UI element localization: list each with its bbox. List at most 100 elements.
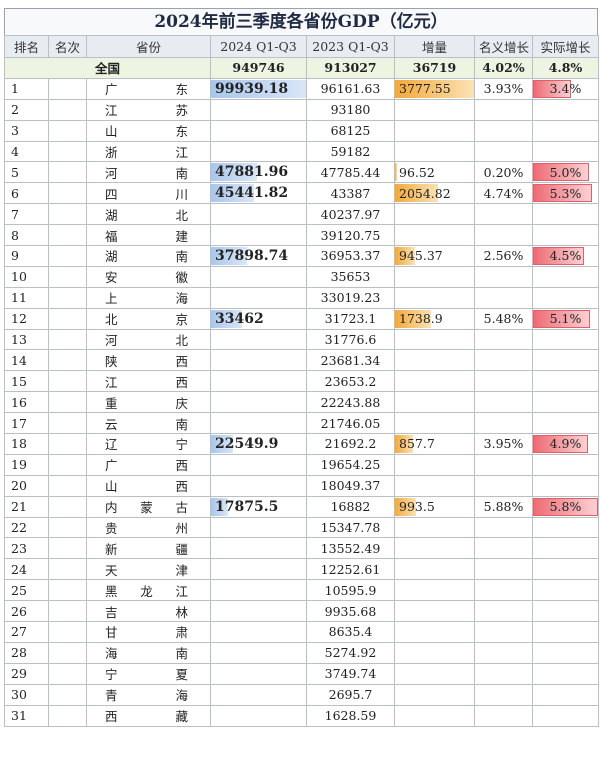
gdp-2024-cell bbox=[210, 474, 307, 497]
table-row: 20 山西 18049.37 bbox=[4, 474, 599, 497]
gdp-2024-cell bbox=[210, 516, 307, 539]
gdp-2024-cell-value: 37898.74 bbox=[215, 247, 289, 264]
nominal-growth-cell bbox=[474, 662, 533, 685]
rank-cell: 28 bbox=[4, 641, 49, 664]
table-row: 27 甘肃 8635.4 bbox=[4, 621, 599, 643]
real-growth-cell bbox=[532, 558, 599, 581]
mingci-cell bbox=[48, 433, 87, 455]
gdp-2024-cell: 17875.5 bbox=[210, 495, 307, 518]
real-growth-cell-bar bbox=[533, 435, 588, 453]
increase-cell bbox=[394, 704, 475, 727]
total-nominal: 4.02% bbox=[474, 57, 533, 79]
mingci-cell bbox=[48, 370, 87, 393]
sheet-title: 2024年前三季度各省份GDP（亿元） bbox=[4, 8, 598, 35]
province-cell: 山西 bbox=[86, 474, 211, 497]
table-row: 18 辽宁 22549.9 21692.2 857.7 3.95% 4.9% bbox=[4, 433, 599, 455]
nominal-growth-cell bbox=[474, 286, 533, 309]
rank-cell: 5 bbox=[4, 161, 49, 184]
gdp-2024-cell-value: 99939.18 bbox=[215, 80, 289, 97]
mingci-cell bbox=[48, 579, 87, 602]
mingci-cell bbox=[48, 349, 87, 372]
rank-cell: 1 bbox=[4, 77, 49, 100]
gdp-2024-cell: 99939.18 bbox=[210, 77, 307, 100]
header-gdp-2023: 2023 Q1-Q3 bbox=[306, 35, 395, 58]
rank-cell: 18 bbox=[4, 433, 49, 455]
province-cell: 新疆 bbox=[86, 537, 211, 560]
table-row: 8 福建 39120.75 bbox=[4, 224, 599, 247]
province-cell: 甘肃 bbox=[86, 621, 211, 643]
mingci-cell bbox=[48, 662, 87, 685]
increase-cell bbox=[394, 683, 475, 706]
mingci-cell bbox=[48, 265, 87, 288]
gdp-table: 排名 名次 省份 2024 Q1-Q3 2023 Q1-Q3 增量 名义增长 实… bbox=[4, 35, 599, 727]
rank-cell: 3 bbox=[4, 119, 49, 142]
gdp-2024-cell-bar bbox=[211, 309, 243, 328]
mingci-cell bbox=[48, 537, 87, 560]
increase-cell: 993.5 bbox=[394, 495, 475, 518]
header-nominal-growth: 名义增长 bbox=[474, 35, 533, 58]
mingci-cell bbox=[48, 161, 87, 184]
real-growth-cell: 5.0% bbox=[532, 161, 599, 184]
real-growth-cell bbox=[532, 98, 599, 121]
gdp-2024-cell-bar bbox=[211, 247, 248, 265]
header-increase: 增量 bbox=[394, 35, 475, 58]
rank-cell: 6 bbox=[4, 182, 49, 205]
real-growth-cell-value: 3.4% bbox=[549, 81, 582, 97]
gdp-2024-cell-bar bbox=[211, 497, 229, 516]
gdp-2024-cell: 47881.96 bbox=[210, 161, 307, 184]
mingci-cell bbox=[48, 704, 87, 727]
gdp-2024-cell: 37898.74 bbox=[210, 245, 307, 267]
gdp-2023-cell: 59182 bbox=[306, 140, 395, 163]
real-growth-cell bbox=[532, 328, 599, 351]
table-row: 15 江西 23653.2 bbox=[4, 370, 599, 393]
rank-cell: 8 bbox=[4, 224, 49, 247]
province-cell: 福建 bbox=[86, 224, 211, 247]
header-rank: 排名 bbox=[4, 35, 49, 58]
gdp-2023-cell: 10595.9 bbox=[306, 579, 395, 602]
rank-cell: 23 bbox=[4, 537, 49, 560]
rank-cell: 19 bbox=[4, 453, 49, 476]
gdp-2024-cell bbox=[210, 119, 307, 142]
province-cell: 广东 bbox=[86, 77, 211, 100]
nominal-growth-cell: 3.95% bbox=[474, 433, 533, 455]
mingci-cell bbox=[48, 245, 87, 267]
gdp-2023-cell: 43387 bbox=[306, 182, 395, 205]
gdp-2023-cell: 2695.7 bbox=[306, 683, 395, 706]
real-growth-cell bbox=[532, 453, 599, 476]
gdp-2024-cell bbox=[210, 224, 307, 247]
real-growth-cell bbox=[532, 641, 599, 664]
increase-cell: 945.37 bbox=[394, 245, 475, 267]
header-province: 省份 bbox=[86, 35, 211, 58]
rank-cell: 13 bbox=[4, 328, 49, 351]
rank-cell: 9 bbox=[4, 245, 49, 267]
header-mingci: 名次 bbox=[48, 35, 87, 58]
table-row: 3 山东 68125 bbox=[4, 119, 599, 142]
increase-cell-value: 993.5 bbox=[399, 499, 435, 515]
gdp-2023-cell: 96161.63 bbox=[306, 77, 395, 100]
nominal-growth-cell bbox=[474, 453, 533, 476]
real-growth-cell-value: 4.5% bbox=[549, 248, 582, 264]
gdp-2023-cell: 21746.05 bbox=[306, 412, 395, 435]
gdp-2023-cell: 31776.6 bbox=[306, 328, 395, 351]
gdp-2023-cell: 5274.92 bbox=[306, 641, 395, 664]
real-growth-cell bbox=[532, 579, 599, 602]
rank-cell: 20 bbox=[4, 474, 49, 497]
real-growth-cell-bar bbox=[533, 309, 591, 328]
gdp-2024-cell-bar bbox=[211, 79, 306, 98]
mingci-cell bbox=[48, 140, 87, 163]
increase-cell: 2054.82 bbox=[394, 182, 475, 205]
nominal-growth-cell bbox=[474, 119, 533, 142]
gdp-2024-cell-bar bbox=[211, 184, 254, 203]
real-growth-cell bbox=[532, 621, 599, 643]
table-row: 24 天津 12252.61 bbox=[4, 558, 599, 581]
increase-cell: 96.52 bbox=[394, 161, 475, 184]
gdp-2024-cell bbox=[210, 370, 307, 393]
nominal-growth-cell bbox=[474, 641, 533, 664]
rank-cell: 24 bbox=[4, 558, 49, 581]
province-cell: 河南 bbox=[86, 161, 211, 184]
increase-cell: 1738.9 bbox=[394, 307, 475, 330]
gdp-2023-cell: 33019.23 bbox=[306, 286, 395, 309]
gdp-2023-cell: 8635.4 bbox=[306, 621, 395, 643]
rank-cell: 22 bbox=[4, 516, 49, 539]
province-cell: 贵州 bbox=[86, 516, 211, 539]
